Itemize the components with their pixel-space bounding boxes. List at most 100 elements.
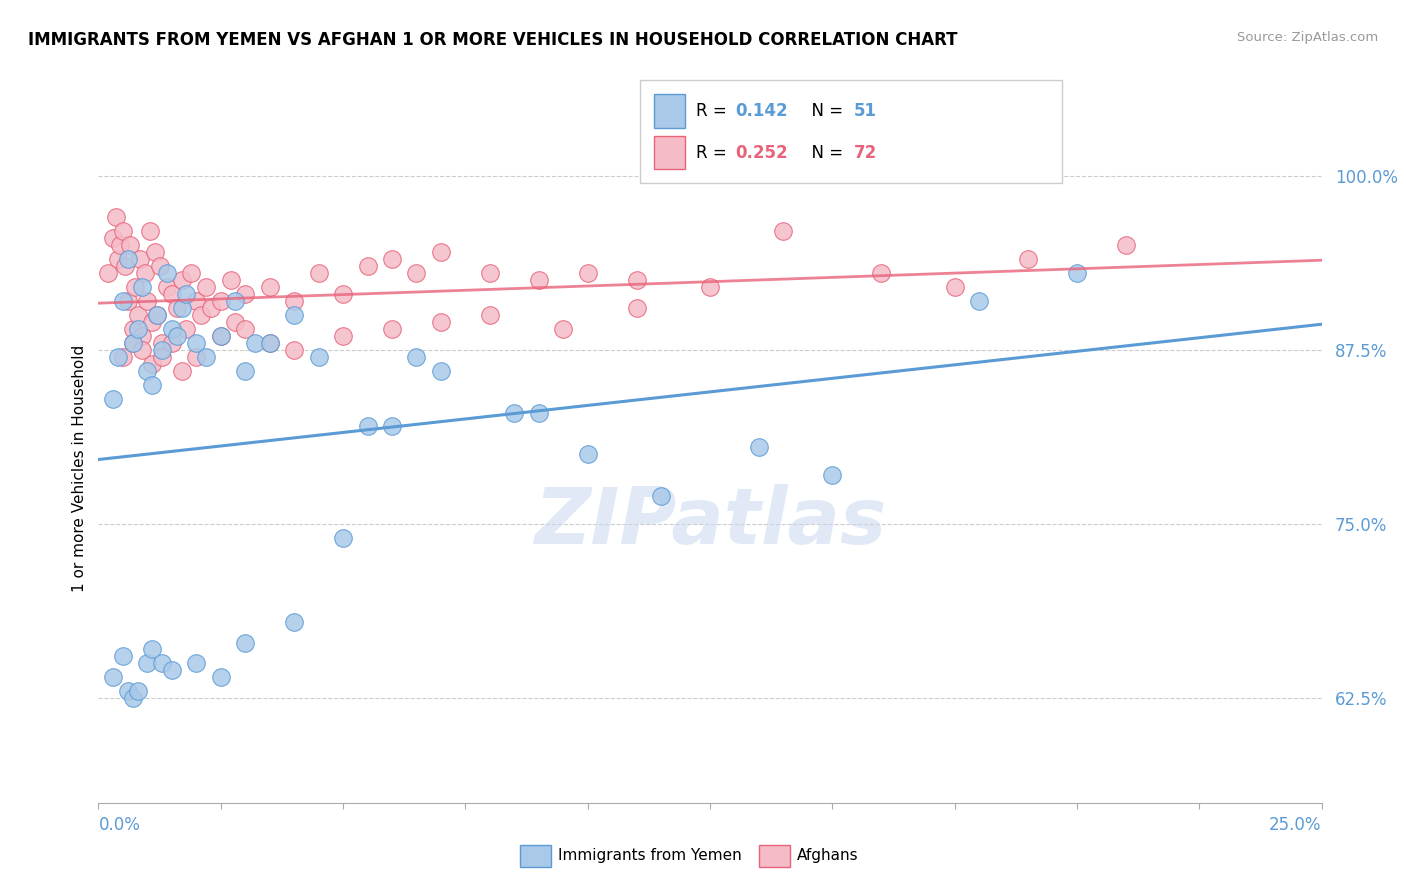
Point [101, 392, 124, 406]
Point [166, 329, 188, 343]
Point [121, 335, 143, 350]
Point [381, 322, 404, 336]
Point [160, 287, 183, 301]
Point [131, 343, 153, 357]
Point [381, 419, 404, 434]
Point [111, 293, 134, 308]
Point [209, 329, 232, 343]
Point [626, 273, 648, 287]
Point [821, 468, 844, 483]
Point [259, 335, 281, 350]
Point [170, 273, 193, 287]
Text: IMMIGRANTS FROM YEMEN VS AFGHAN 1 OR MORE VEHICLES IN HOUSEHOLD CORRELATION CHAR: IMMIGRANTS FROM YEMEN VS AFGHAN 1 OR MOR… [28, 31, 957, 49]
Point [170, 364, 193, 378]
Point [136, 657, 159, 671]
Point [146, 308, 169, 322]
Point [430, 364, 453, 378]
Point [576, 447, 599, 461]
Point [117, 684, 139, 698]
Point [180, 266, 202, 280]
Point [283, 343, 305, 357]
Point [283, 293, 305, 308]
Point [101, 231, 124, 245]
Point [699, 280, 721, 294]
Text: R =: R = [696, 102, 733, 120]
Point [107, 350, 129, 364]
Point [190, 308, 212, 322]
Point [136, 364, 159, 378]
Point [160, 322, 183, 336]
Point [127, 322, 149, 336]
Point [332, 287, 354, 301]
Point [141, 377, 163, 392]
Point [209, 670, 232, 684]
Point [131, 280, 153, 294]
Point [772, 224, 794, 238]
Point [224, 293, 246, 308]
Point [101, 670, 124, 684]
Point [219, 273, 242, 287]
Text: Afghans: Afghans [797, 848, 859, 863]
Point [120, 238, 142, 252]
Point [195, 350, 218, 364]
Point [576, 266, 599, 280]
Point [104, 211, 127, 225]
Point [121, 691, 143, 706]
Text: Source: ZipAtlas.com: Source: ZipAtlas.com [1237, 31, 1378, 45]
Point [209, 293, 232, 308]
Point [114, 259, 136, 273]
Point [146, 308, 169, 322]
Point [1017, 252, 1039, 267]
Point [129, 252, 152, 267]
Point [430, 315, 453, 329]
Point [405, 266, 427, 280]
Y-axis label: 1 or more Vehicles in Household: 1 or more Vehicles in Household [72, 344, 87, 592]
Point [233, 635, 256, 649]
Point [136, 293, 159, 308]
Text: 0.252: 0.252 [735, 144, 787, 161]
Point [170, 301, 193, 315]
Point [156, 280, 179, 294]
Point [1066, 266, 1088, 280]
Point [233, 287, 256, 301]
Point [121, 335, 143, 350]
Point [111, 350, 134, 364]
Point [283, 308, 305, 322]
Point [141, 315, 163, 329]
Point [97, 266, 120, 280]
Point [156, 266, 179, 280]
Point [131, 329, 153, 343]
Point [405, 350, 427, 364]
Point [553, 322, 575, 336]
Text: N =: N = [801, 102, 849, 120]
Point [748, 441, 770, 455]
Point [160, 335, 183, 350]
Point [200, 301, 222, 315]
Point [166, 301, 188, 315]
Point [224, 315, 246, 329]
Point [943, 280, 966, 294]
Point [186, 657, 208, 671]
Point [967, 293, 990, 308]
Point [209, 329, 232, 343]
Point [141, 642, 163, 657]
Point [195, 280, 218, 294]
Point [186, 350, 208, 364]
Point [478, 308, 501, 322]
Point [150, 343, 173, 357]
Point [150, 657, 173, 671]
Point [308, 266, 330, 280]
Point [870, 266, 893, 280]
Point [259, 280, 281, 294]
Point [1115, 238, 1137, 252]
Point [160, 664, 183, 678]
Point [527, 405, 550, 419]
Point [527, 273, 550, 287]
Point [149, 259, 172, 273]
Point [308, 350, 330, 364]
Point [650, 489, 672, 503]
Point [139, 224, 162, 238]
Text: N =: N = [801, 144, 849, 161]
Point [381, 252, 404, 267]
Text: 72: 72 [853, 144, 877, 161]
